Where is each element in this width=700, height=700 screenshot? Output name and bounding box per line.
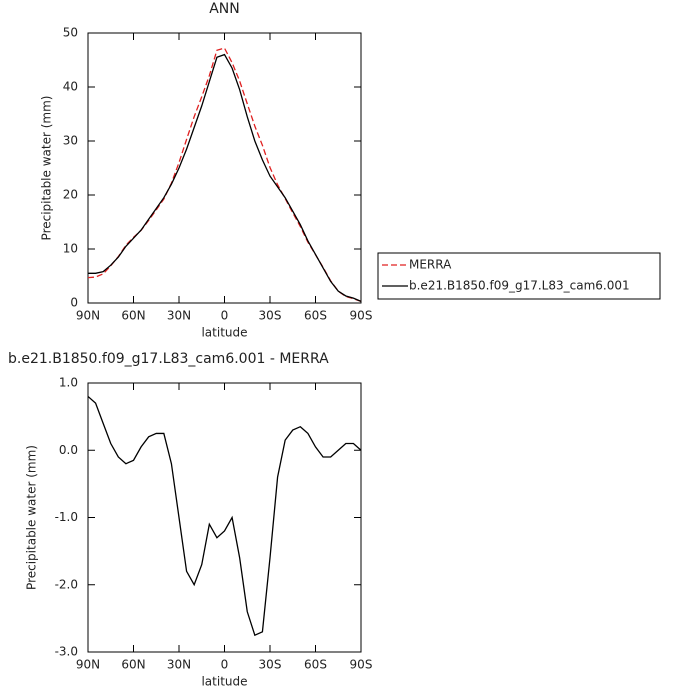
y-tick-label: 0.0 — [59, 443, 78, 457]
y-tick-label: 10 — [63, 242, 78, 256]
x-tick-label: 90S — [350, 309, 373, 323]
x-axis-label: latitude — [201, 326, 247, 340]
plot-frame — [87, 382, 362, 653]
y-tick-label: 40 — [63, 80, 78, 94]
y-axis-label: Precipitable water (mm) — [40, 96, 54, 241]
x-tick-label: 30N — [167, 309, 191, 323]
x-tick-label: 30S — [259, 309, 282, 323]
legend-label: MERRA — [409, 258, 452, 272]
legend-label: b.e21.B1850.f09_g17.L83_cam6.001 — [409, 279, 630, 293]
legend-box — [377, 252, 661, 300]
chart-title: b.e21.B1850.f09_g17.L83_cam6.001 - MERRA — [8, 351, 329, 367]
y-tick-label: 50 — [63, 26, 78, 40]
x-tick-label: 60S — [304, 309, 327, 323]
x-tick-label: 90N — [76, 309, 100, 323]
y-tick-label: -3.0 — [55, 645, 78, 659]
y-tick-label: 30 — [63, 134, 78, 148]
x-tick-label: 60N — [121, 658, 145, 672]
y-tick-label: -2.0 — [55, 577, 78, 591]
x-tick-label: 60N — [121, 309, 145, 323]
x-tick-label: 30S — [259, 658, 282, 672]
x-tick-label: 90S — [350, 658, 373, 672]
x-tick-label: 60S — [304, 658, 327, 672]
x-tick-label: 30N — [167, 658, 191, 672]
data-line — [87, 395, 362, 637]
x-tick-label: 90N — [76, 658, 100, 672]
data-line — [88, 53, 362, 302]
y-tick-label: 1.0 — [59, 376, 78, 390]
chart-title: ANN — [209, 1, 240, 17]
y-axis-label: Precipitable water (mm) — [25, 445, 39, 590]
x-tick-label: 0 — [221, 309, 229, 323]
y-tick-label: 0 — [70, 296, 78, 310]
x-tick-label: 0 — [221, 658, 229, 672]
x-axis-label: latitude — [201, 675, 247, 689]
y-tick-label: 20 — [63, 188, 78, 202]
y-tick-label: -1.0 — [55, 510, 78, 524]
